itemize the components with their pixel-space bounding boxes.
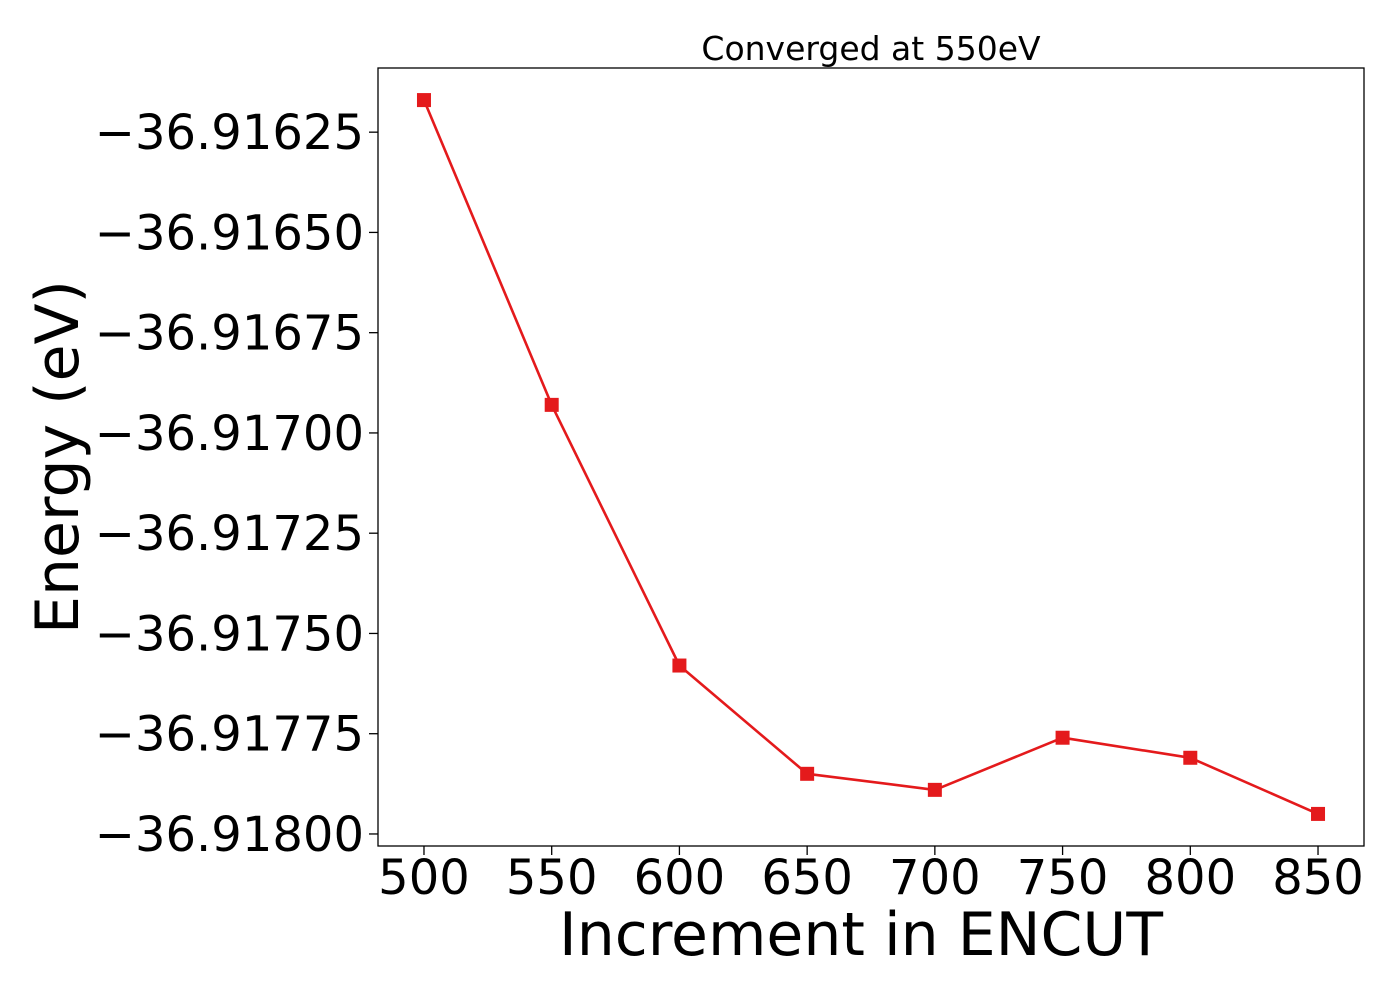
y-tick-label: −36.91625: [95, 105, 364, 161]
x-tick-label: 750: [1017, 850, 1109, 906]
x-tick-label: 500: [378, 850, 470, 906]
data-point-marker: [1311, 806, 1326, 821]
x-tick-label: 550: [506, 850, 598, 906]
data-point-marker: [544, 397, 559, 412]
y-tick-label: −36.91675: [95, 306, 364, 362]
y-tick-label: −36.91725: [95, 506, 364, 562]
x-tick-label: 650: [761, 850, 853, 906]
data-layer: [416, 93, 1326, 821]
y-tick-label: −36.91775: [95, 707, 364, 763]
x-tick-label: 800: [1144, 850, 1236, 906]
y-tick-label: −36.91700: [95, 406, 364, 462]
data-point-marker: [1183, 750, 1198, 765]
data-point-marker: [800, 766, 815, 781]
chart-title: Converged at 550eV: [701, 29, 1041, 68]
x-tick-label: 700: [889, 850, 981, 906]
data-point-marker: [416, 93, 431, 108]
data-point-marker: [672, 658, 687, 673]
y-tick-label: −36.91650: [95, 205, 364, 261]
y-axis-title: Energy (eV): [23, 280, 93, 634]
ticks-layer: 500 550 600 650 700 750 800 850 −36.91625 −36.916…: [95, 105, 1364, 906]
y-tick-label: −36.91750: [95, 606, 364, 662]
x-axis-title: Increment in ENCUT: [559, 900, 1163, 970]
data-point-marker: [927, 782, 942, 797]
y-tick-label: −36.91800: [95, 807, 364, 863]
x-tick-label: 850: [1272, 850, 1364, 906]
plot-frame: [377, 67, 1365, 847]
series-line: [422, 99, 1319, 816]
x-tick-label: 600: [634, 850, 726, 906]
data-point-marker: [1055, 730, 1070, 745]
